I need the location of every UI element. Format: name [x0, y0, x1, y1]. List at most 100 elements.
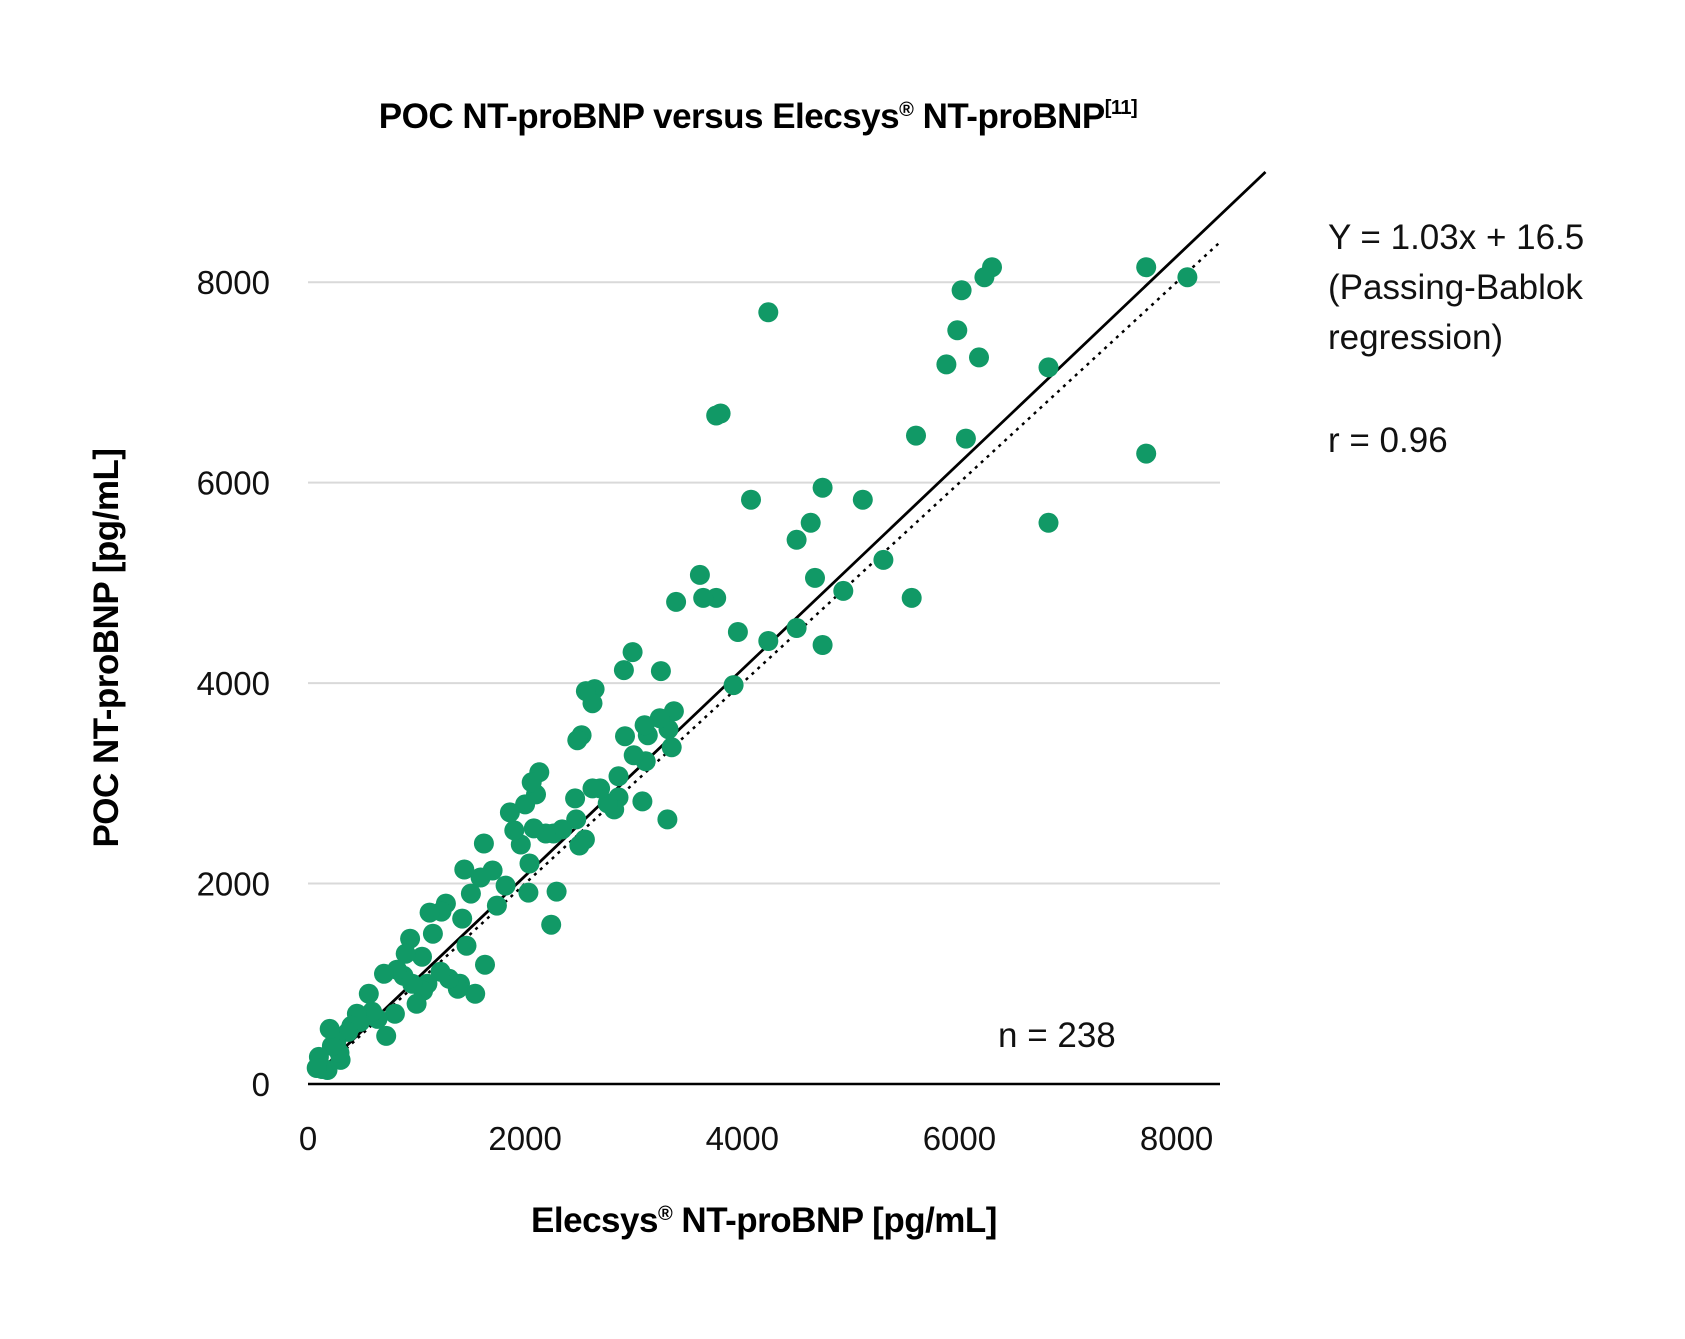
data-point-28 [723, 675, 744, 696]
data-point-71 [523, 818, 544, 839]
regression-equation: Y = 1.03x + 16.5 [1328, 218, 1584, 257]
data-point-2 [1136, 257, 1157, 278]
data-point-45 [623, 745, 644, 766]
data-point-8 [969, 347, 989, 368]
data-point-19 [812, 635, 833, 655]
data-point-97 [419, 902, 440, 923]
data-point-60 [569, 835, 590, 856]
data-point-30 [706, 405, 727, 426]
data-point-84 [470, 867, 491, 888]
chart-title: POC NT-proBNP versus Elecsys® NT-proBNP[… [379, 97, 1137, 136]
data-point-103 [400, 928, 421, 949]
y-tick-label-8000: 8000 [197, 264, 270, 301]
data-point-26 [741, 489, 761, 510]
x-tick-label-6000: 6000 [923, 1120, 996, 1157]
regression-method-line1: (Passing-Bablok [1328, 268, 1583, 307]
data-point-32 [693, 587, 714, 608]
data-point-27 [727, 622, 748, 642]
data-point-108 [376, 1025, 397, 1046]
data-point-1 [1177, 267, 1198, 288]
data-point-9 [955, 428, 976, 449]
data-point-4 [1038, 357, 1059, 378]
data-point-121 [319, 1018, 340, 1039]
correlation-coefficient: r = 0.96 [1328, 421, 1448, 460]
y-tick-label-2000: 2000 [197, 866, 270, 903]
data-point-38 [657, 809, 678, 830]
data-point-85 [465, 983, 486, 1004]
data-point-15 [873, 549, 894, 570]
data-point-40 [649, 708, 670, 729]
data-point-87 [456, 935, 477, 956]
y-axis-title: POC NT-proBNP [pg/mL] [87, 448, 126, 847]
data-point-83 [473, 833, 494, 854]
data-point-44 [632, 791, 653, 812]
data-point-67 [541, 914, 562, 935]
data-point-57 [575, 681, 596, 702]
y-tick-label-4000: 4000 [197, 665, 270, 702]
sample-size: n = 238 [998, 1016, 1116, 1055]
x-tick-label-4000: 4000 [706, 1120, 779, 1157]
x-axis-title: Elecsys® NT-proBNP [pg/mL] [531, 1201, 997, 1240]
data-point-78 [499, 802, 520, 823]
y-tick-label-0: 0 [252, 1066, 270, 1103]
regression-method-line2: regression) [1328, 318, 1503, 357]
data-point-14 [901, 587, 922, 608]
data-point-39 [650, 661, 671, 682]
x-tick-label-8000: 8000 [1140, 1120, 1213, 1157]
data-point-34 [666, 591, 687, 612]
data-point-109 [374, 963, 394, 984]
data-point-22 [786, 529, 807, 550]
data-point-20 [805, 567, 825, 588]
x-tick-labels: 0 2000 4000 6000 8000 [299, 1120, 1213, 1157]
data-point-17 [833, 580, 854, 601]
data-point-23 [786, 618, 807, 638]
data-point-36 [661, 737, 682, 758]
data-point-16 [852, 489, 873, 510]
data-point-72 [521, 772, 542, 793]
data-point-89 [452, 908, 473, 929]
data-point-107 [384, 1003, 405, 1024]
data-point-5 [1038, 512, 1059, 533]
data-point-62 [566, 809, 587, 830]
data-point-11 [947, 320, 968, 341]
data-point-3 [1136, 443, 1157, 464]
data-point-25 [758, 631, 779, 651]
data-point-125 [306, 1058, 327, 1078]
data-point-48 [613, 660, 634, 681]
data-point-47 [615, 726, 635, 747]
data-point-96 [422, 923, 443, 944]
data-point-86 [460, 883, 481, 904]
data-point-65 [546, 881, 567, 902]
data-point-104 [395, 943, 416, 964]
data-point-56 [582, 778, 603, 799]
gridlines [308, 281, 1220, 885]
data-point-74 [518, 882, 539, 903]
data-point-61 [567, 730, 588, 751]
data-point-81 [486, 895, 507, 916]
data-point-18 [812, 477, 833, 498]
data-point-7 [974, 267, 995, 288]
data-points [306, 257, 1198, 1080]
data-point-21 [800, 512, 821, 533]
data-point-88 [454, 859, 475, 880]
y-tick-label-6000: 6000 [197, 465, 270, 502]
data-point-46 [622, 642, 643, 663]
data-point-12 [936, 354, 957, 375]
y-tick-labels: 0 2000 4000 6000 8000 [197, 264, 270, 1103]
data-point-13 [906, 425, 926, 446]
data-point-101 [406, 993, 427, 1014]
data-point-95 [430, 961, 451, 982]
data-point-49 [608, 766, 629, 787]
data-point-24 [758, 302, 779, 323]
data-point-112 [358, 983, 379, 1004]
data-point-63 [565, 788, 586, 809]
data-point-43 [634, 715, 655, 736]
data-point-10 [951, 280, 972, 301]
data-point-75 [515, 794, 536, 815]
data-point-73 [519, 853, 540, 874]
data-point-77 [504, 820, 525, 841]
data-point-33 [689, 564, 710, 585]
data-point-79 [495, 875, 516, 896]
